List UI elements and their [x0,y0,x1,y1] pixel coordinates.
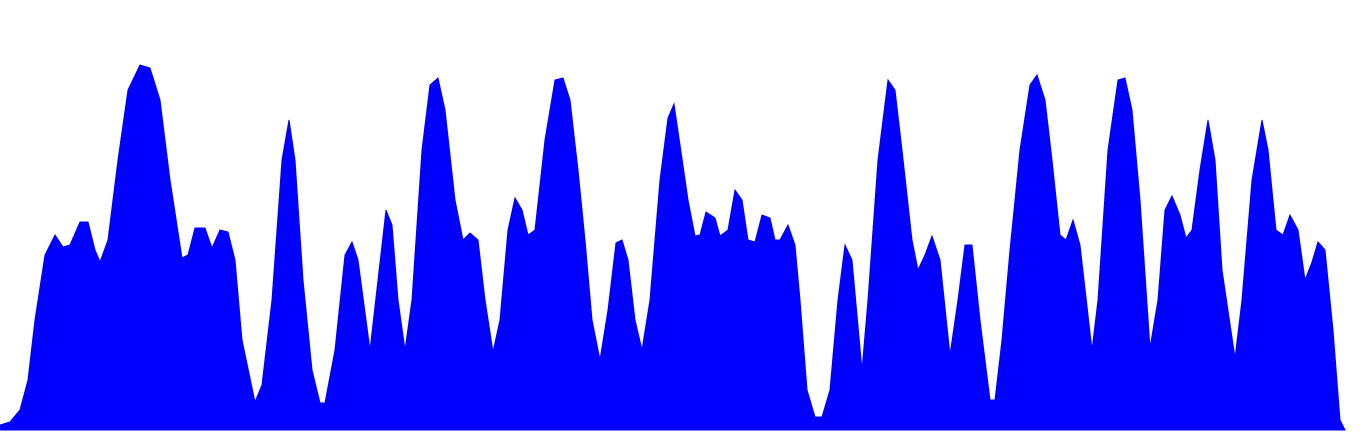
area [0,64,1346,431]
